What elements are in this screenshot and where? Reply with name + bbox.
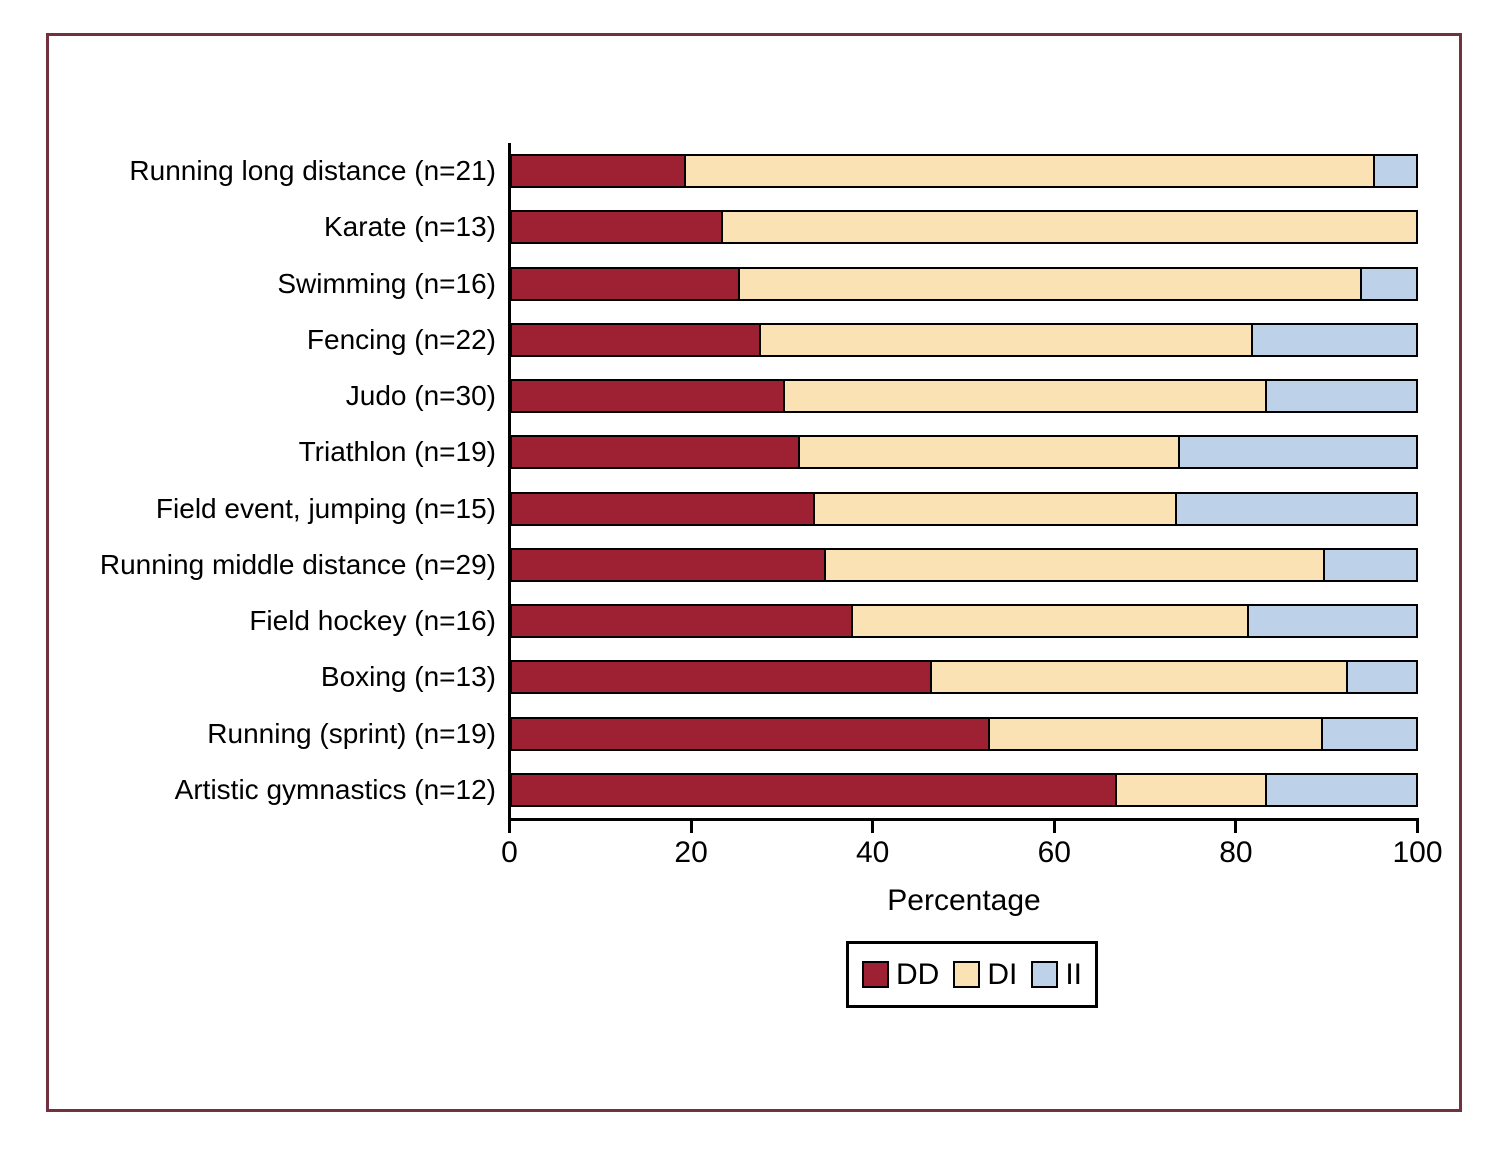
bar-segment-dd	[512, 381, 784, 412]
chart-row: Field event, jumping (n=15)	[50, 481, 1418, 537]
bar-segment-dd	[512, 718, 988, 749]
bar-segment-dd	[512, 437, 798, 468]
legend-item-dd: DD	[861, 957, 940, 992]
bar-segment-dd	[512, 212, 721, 243]
category-label: Fencing (n=22)	[306, 323, 496, 355]
bar-segment-ii	[1251, 324, 1416, 355]
category-label: Running (sprint) (n=19)	[207, 717, 496, 749]
x-tick	[1416, 821, 1419, 833]
bar-segment-dd	[512, 493, 814, 524]
stacked-bar	[510, 379, 1418, 414]
chart-row: Karate (n=13)	[50, 199, 1418, 255]
category-label: Karate (n=13)	[324, 211, 496, 243]
bar-segment-di	[987, 718, 1322, 749]
bar-segment-ii	[1372, 156, 1416, 187]
bar-segment-ii	[1322, 549, 1416, 580]
legend-item-di: DI	[953, 958, 1017, 992]
bar-segment-ii	[1265, 774, 1416, 805]
x-axis-title: Percentage	[887, 884, 1041, 917]
bar-segment-di	[813, 493, 1175, 524]
x-tick	[1234, 821, 1238, 833]
bar-segment-ii	[1265, 381, 1416, 412]
chart-row: Field hockey (n=16)	[50, 593, 1418, 649]
bar-segment-di	[823, 549, 1323, 580]
stacked-bar	[510, 266, 1418, 301]
chart-row: Judo (n=30)	[50, 368, 1418, 424]
stacked-bar	[510, 547, 1418, 582]
bar-segment-di	[929, 662, 1347, 693]
chart-row: Fencing (n=22)	[50, 312, 1418, 368]
x-tick-label: 80	[1219, 836, 1253, 869]
bar-segment-di	[758, 324, 1252, 355]
stacked-bar	[510, 154, 1418, 189]
legend-swatch-dd	[861, 961, 889, 988]
category-label: Triathlon (n=19)	[298, 436, 496, 468]
category-label: Judo (n=30)	[345, 380, 496, 412]
legend-label-dd: DD	[895, 957, 940, 991]
bar-segment-ii	[1346, 662, 1416, 693]
x-tick-label: 0	[501, 836, 518, 869]
stacked-bar	[510, 491, 1418, 526]
legend-swatch-ii	[1031, 961, 1059, 988]
bar-segment-di	[797, 437, 1179, 468]
stacked-bar	[510, 604, 1418, 639]
category-label: Swimming (n=16)	[277, 267, 496, 299]
chart-row: Running middle distance (n=29)	[50, 537, 1418, 593]
chart-row: Boxing (n=13)	[50, 649, 1418, 705]
bar-segment-dd	[512, 156, 684, 187]
legend: DD DI II	[846, 941, 1098, 1008]
chart-row: Triathlon (n=19)	[50, 424, 1418, 480]
chart-row: Swimming (n=16)	[50, 256, 1418, 312]
bar-segment-di	[738, 268, 1360, 299]
legend-label-ii: II	[1065, 957, 1082, 991]
bar-segment-di	[783, 381, 1266, 412]
bar-segment-dd	[512, 774, 1115, 805]
category-label: Running middle distance (n=29)	[99, 548, 496, 580]
legend-label-di: DI	[987, 957, 1018, 991]
stacked-bar	[510, 716, 1418, 751]
x-tick	[1052, 821, 1056, 833]
chart-rows: Running long distance (n=21) Karate (n=13…	[50, 143, 1418, 818]
bar-segment-di	[1114, 774, 1266, 805]
bar-segment-dd	[512, 324, 759, 355]
bar-segment-ii	[1178, 437, 1416, 468]
bar-segment-ii	[1359, 268, 1416, 299]
stacked-bar	[510, 660, 1418, 695]
x-tick-label: 100	[1392, 836, 1443, 869]
stacked-bar	[510, 322, 1418, 357]
bar-segment-di	[683, 156, 1373, 187]
legend-item-ii: II	[1031, 958, 1082, 992]
bar-segment-dd	[512, 268, 738, 299]
bar-segment-dd	[512, 606, 851, 637]
x-tick-label: 60	[1037, 836, 1071, 869]
bar-segment-dd	[512, 549, 824, 580]
chart-row: Running long distance (n=21)	[50, 143, 1418, 199]
bar-segment-di	[851, 606, 1247, 637]
bar-segment-ii	[1321, 718, 1416, 749]
stacked-bar	[510, 210, 1418, 245]
stacked-bar	[510, 772, 1418, 807]
bar-segment-ii	[1174, 493, 1416, 524]
stacked-bar	[510, 435, 1418, 470]
x-axis-line	[508, 818, 1419, 821]
bar-segment-ii	[1246, 606, 1416, 637]
category-label: Boxing (n=13)	[320, 661, 496, 693]
legend-swatch-di	[953, 961, 981, 988]
bar-segment-di	[720, 212, 1416, 243]
category-label: Running long distance (n=21)	[129, 155, 496, 187]
x-tick-label: 20	[674, 836, 708, 869]
x-tick	[871, 821, 875, 833]
category-label: Field hockey (n=16)	[249, 605, 496, 637]
x-tick-label: 40	[856, 836, 890, 869]
chart-row: Running (sprint) (n=19)	[50, 706, 1418, 762]
x-tick	[689, 821, 693, 833]
x-tick	[508, 821, 511, 833]
y-axis-line	[508, 143, 511, 821]
chart-row: Artistic gymnastics (n=12)	[50, 762, 1418, 818]
bar-segment-dd	[512, 662, 930, 693]
category-label: Artistic gymnastics (n=12)	[174, 773, 496, 805]
category-label: Field event, jumping (n=15)	[155, 492, 496, 524]
